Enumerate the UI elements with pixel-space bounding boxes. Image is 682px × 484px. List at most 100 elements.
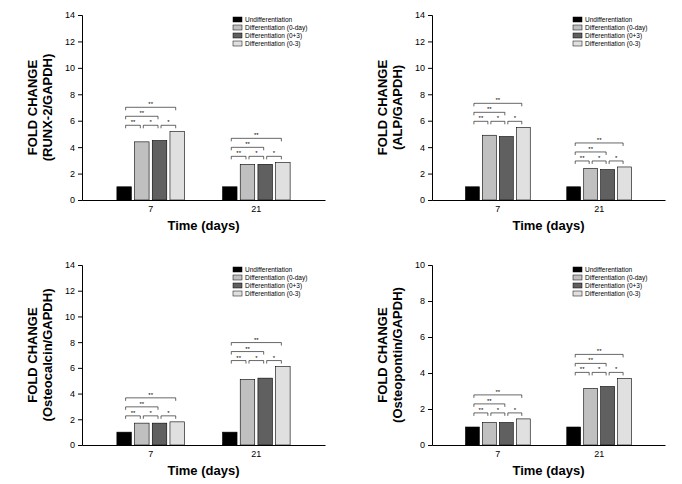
x-tick: 21 bbox=[594, 445, 604, 459]
y-tick: 14 bbox=[65, 260, 82, 270]
significance-bracket bbox=[474, 395, 522, 398]
legend-entry: Undifferentiation bbox=[573, 16, 633, 23]
y-axis: 02468101214 bbox=[415, 10, 433, 205]
significance-label: * bbox=[255, 150, 258, 156]
significance-label: * bbox=[150, 410, 153, 416]
x-axis: 721 bbox=[83, 445, 326, 459]
legend-entry: Differentiation (0-day) bbox=[573, 274, 647, 282]
legend: UndifferentiationDifferentiation (0-day)… bbox=[233, 16, 307, 48]
significance-label: * bbox=[615, 366, 618, 372]
significance-bracket bbox=[126, 398, 176, 401]
bar bbox=[152, 141, 167, 200]
legend-label: Differentiation (0+3) bbox=[585, 32, 642, 40]
legend-entry: Differentiation (0+3) bbox=[233, 282, 302, 290]
significance-bracket bbox=[231, 343, 281, 346]
y-tick-mark bbox=[428, 337, 432, 338]
chart-panel: 0246810721Time (days)FOLD CHANGE(Osteopo… bbox=[375, 260, 666, 478]
legend: UndifferentiationDifferentiation (0-day)… bbox=[573, 16, 647, 48]
legend-label: Differentiation (0+3) bbox=[245, 32, 302, 40]
bar bbox=[601, 387, 615, 446]
significance-label: ** bbox=[597, 348, 602, 354]
significance-label: ** bbox=[588, 146, 593, 152]
y-tick-mark bbox=[78, 68, 82, 69]
y-tick-label: 0 bbox=[420, 195, 425, 205]
y-tick: 2 bbox=[420, 404, 432, 414]
bar bbox=[499, 137, 513, 200]
y-tick-label: 6 bbox=[420, 332, 425, 342]
x-tick: 7 bbox=[148, 200, 153, 214]
y-tick: 12 bbox=[415, 37, 432, 47]
significance-label: * bbox=[514, 407, 517, 413]
legend-swatch bbox=[573, 25, 582, 30]
y-tick: 14 bbox=[65, 10, 82, 20]
significance-label: ** bbox=[131, 410, 136, 416]
bar bbox=[618, 378, 632, 445]
chart-panel: 02468101214721Time (days)FOLD CHANGE(ALP… bbox=[375, 10, 666, 233]
y-tick-mark bbox=[78, 121, 82, 122]
y-tick-mark bbox=[78, 291, 82, 292]
significance-label: * bbox=[150, 119, 153, 125]
bars bbox=[117, 131, 290, 200]
y-tick-mark bbox=[428, 147, 432, 148]
y-tick-label: 4 bbox=[70, 143, 75, 153]
y-tick: 6 bbox=[70, 363, 82, 373]
legend-entry: Differentiation (0+3) bbox=[573, 32, 642, 40]
bar bbox=[152, 423, 167, 445]
bar bbox=[465, 427, 479, 445]
significance-label: * bbox=[497, 115, 500, 121]
y-tick: 6 bbox=[70, 116, 82, 126]
x-tick-label: 21 bbox=[594, 449, 604, 459]
x-tick: 21 bbox=[251, 200, 261, 214]
legend-label: Differentiation (0-day) bbox=[585, 24, 647, 32]
y-tick: 0 bbox=[70, 440, 82, 450]
x-axis-line bbox=[83, 445, 326, 446]
bar bbox=[567, 187, 581, 200]
significance-label: * bbox=[167, 410, 170, 416]
y-tick-mark bbox=[428, 301, 432, 302]
legend-swatch bbox=[233, 291, 242, 296]
legend-swatch bbox=[233, 17, 242, 22]
y-tick-mark bbox=[78, 174, 82, 175]
significance-bracket bbox=[491, 121, 505, 124]
y-tick-label: 0 bbox=[420, 440, 425, 450]
significance-label: ** bbox=[496, 389, 501, 395]
y-tick-label: 2 bbox=[70, 169, 75, 179]
y-axis-line bbox=[428, 16, 433, 201]
significance-bracket bbox=[249, 361, 264, 364]
y-axis: 0246810 bbox=[415, 260, 433, 450]
y-tick-label: 6 bbox=[70, 363, 75, 373]
y-tick: 8 bbox=[70, 90, 82, 100]
significance: **************** bbox=[126, 337, 282, 419]
bar bbox=[482, 135, 496, 200]
significance-bracket bbox=[231, 156, 246, 159]
x-tick-label: 21 bbox=[594, 204, 604, 214]
significance-bracket bbox=[267, 156, 282, 159]
y-tick-mark bbox=[78, 316, 82, 317]
significance-bracket bbox=[508, 413, 522, 416]
y-tick-label: 4 bbox=[420, 143, 425, 153]
significance-label: ** bbox=[245, 141, 250, 147]
significance-label: ** bbox=[148, 392, 153, 398]
x-axis-line bbox=[83, 200, 326, 201]
y-tick-mark bbox=[78, 368, 82, 369]
legend-swatch bbox=[233, 41, 242, 46]
y-tick: 10 bbox=[415, 260, 432, 270]
significance: **************** bbox=[474, 348, 623, 416]
legend: UndifferentiationDifferentiation (0-day)… bbox=[573, 266, 647, 298]
y-tick-label: 2 bbox=[420, 169, 425, 179]
significance-bracket bbox=[231, 138, 281, 141]
significance-label: ** bbox=[487, 398, 492, 404]
y-tick-mark bbox=[428, 94, 432, 95]
y-tick-mark bbox=[428, 68, 432, 69]
legend-entry: Differentiation (0-day) bbox=[233, 274, 307, 282]
bar bbox=[567, 427, 581, 445]
y-tick: 12 bbox=[65, 286, 82, 296]
legend-swatch bbox=[233, 33, 242, 38]
x-axis: 7 21 bbox=[83, 200, 326, 214]
significance-bracket bbox=[575, 372, 589, 375]
x-tick-label: 21 bbox=[251, 204, 261, 214]
legend-entry: Differentiation (0+3) bbox=[573, 282, 642, 290]
x-axis-title: Time (days) bbox=[167, 463, 239, 478]
legend-swatch bbox=[573, 283, 582, 288]
significance-bracket bbox=[575, 143, 623, 146]
